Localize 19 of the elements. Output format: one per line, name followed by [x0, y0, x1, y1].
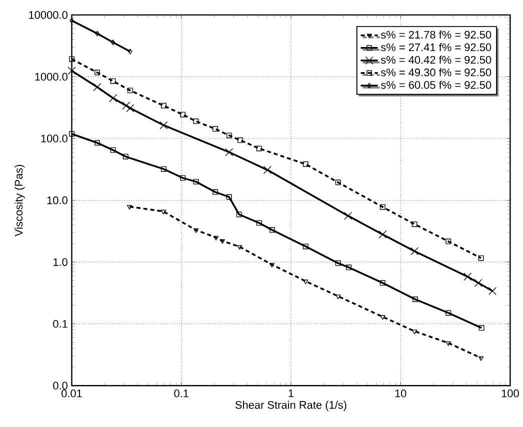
x-tick-label: 100 [502, 389, 519, 398]
y-tick-label: 0.0 [53, 382, 68, 390]
legend-label: s% = 49.30 f% = 92.50 [380, 68, 492, 76]
y-tick-label: 100.0 [41, 134, 68, 142]
legend-label: s% = 21.78 f% = 92.50 [380, 30, 492, 38]
y-tick-label: 0.1 [53, 320, 68, 328]
legend-label: s% = 60.05 f% = 92.50 [380, 80, 492, 89]
x-tick-label: 1 [288, 389, 294, 397]
x-tick-label: 0.01 [62, 389, 82, 398]
legend-label: s% = 40.42 f% = 92.50 [380, 55, 492, 64]
y-tick-label: 10000.0 [29, 10, 68, 19]
x-tick-label: 0.1 [174, 389, 188, 398]
x-tick-label: 10 [395, 389, 406, 398]
y-tick-label: 1.0 [53, 258, 68, 266]
y-axis-title: Viscosity (Pas) [14, 164, 25, 236]
legend-label: s% = 27.41 f% = 92.50 [380, 42, 492, 51]
y-tick-label: 10.0 [47, 196, 68, 204]
x-axis-title: Shear Strain Rate (1/s) [235, 400, 346, 411]
y-tick-label: 1000.0 [35, 72, 68, 80]
